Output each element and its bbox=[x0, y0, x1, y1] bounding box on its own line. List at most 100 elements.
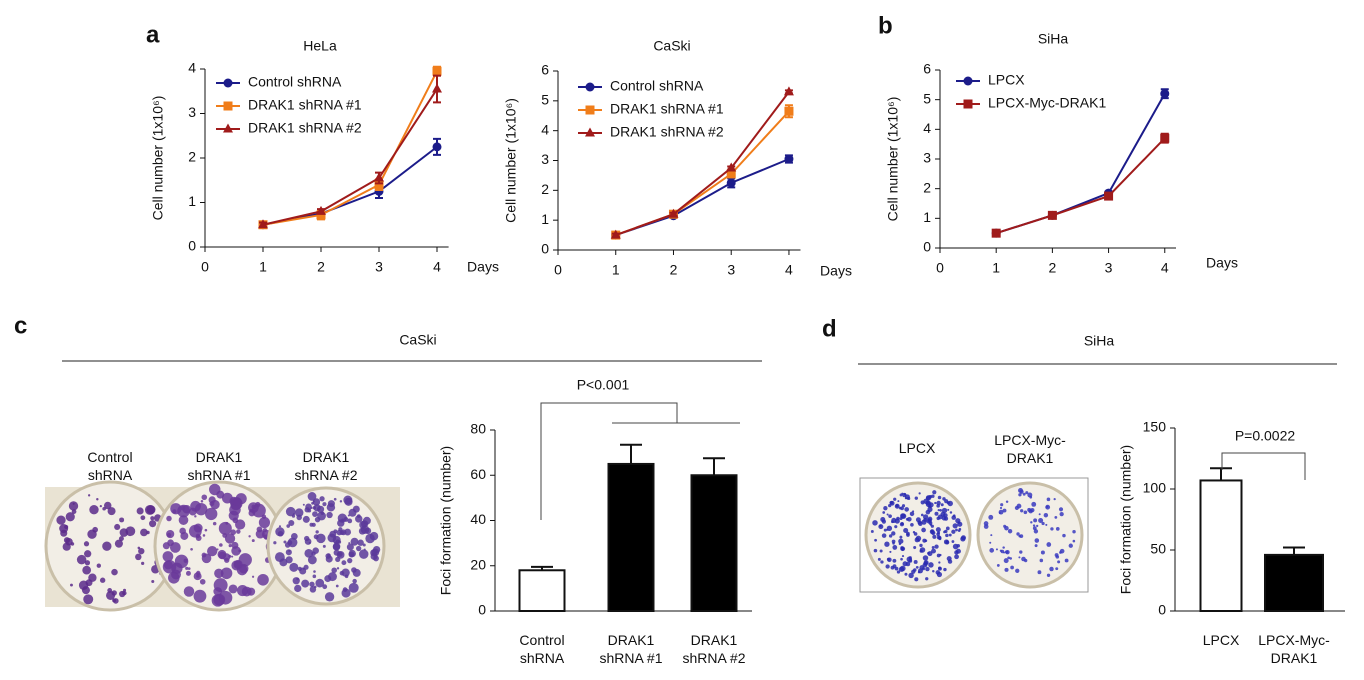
colony bbox=[369, 531, 379, 541]
colony bbox=[107, 507, 116, 516]
legend-label: DRAK1 shRNA #1 bbox=[610, 101, 724, 117]
colony bbox=[304, 538, 312, 545]
colony bbox=[202, 534, 206, 537]
colony bbox=[82, 565, 92, 575]
colony bbox=[140, 528, 148, 537]
colony bbox=[927, 551, 930, 555]
colony bbox=[185, 566, 189, 570]
colony bbox=[230, 529, 237, 536]
legend-label: Control shRNA bbox=[248, 74, 342, 90]
colony bbox=[904, 507, 909, 512]
colony bbox=[1002, 546, 1005, 549]
y-tick-label: 2 bbox=[541, 181, 549, 197]
colony bbox=[932, 490, 937, 495]
significance-bracket bbox=[540, 402, 740, 520]
y-tick-label: 3 bbox=[923, 150, 931, 166]
colony bbox=[1038, 517, 1044, 523]
colony bbox=[335, 584, 339, 588]
y-axis-label: Cell number (1x10⁶) bbox=[150, 96, 166, 221]
colony bbox=[102, 506, 106, 511]
legend-marker bbox=[963, 99, 973, 109]
colony bbox=[943, 567, 947, 572]
colony bbox=[1022, 492, 1026, 496]
photo-label: DRAK1 shRNA #1 bbox=[187, 449, 251, 483]
colony bbox=[341, 568, 350, 577]
colony bbox=[1039, 558, 1044, 563]
colony bbox=[943, 539, 949, 545]
colony bbox=[925, 566, 930, 572]
colony bbox=[939, 553, 942, 557]
colony bbox=[1030, 521, 1033, 524]
marker bbox=[784, 154, 794, 164]
colony bbox=[225, 521, 229, 525]
colony bbox=[166, 515, 172, 522]
colony bbox=[1043, 512, 1049, 518]
colony bbox=[894, 566, 899, 571]
colony bbox=[1045, 523, 1048, 526]
legend-marker bbox=[585, 127, 595, 137]
colony bbox=[222, 553, 231, 561]
colony bbox=[990, 534, 993, 537]
series-line bbox=[262, 88, 438, 226]
bar bbox=[1199, 479, 1243, 612]
colony bbox=[958, 527, 962, 531]
colony bbox=[220, 567, 233, 580]
colony bbox=[919, 543, 923, 548]
colony bbox=[881, 519, 886, 524]
y-tick-label: 3 bbox=[541, 151, 549, 167]
colony bbox=[934, 544, 939, 549]
colony bbox=[56, 515, 66, 525]
panel-label: b bbox=[878, 12, 893, 39]
colony bbox=[931, 548, 936, 554]
colony bbox=[1059, 511, 1064, 517]
colony bbox=[114, 523, 121, 531]
colony bbox=[309, 522, 314, 527]
colony bbox=[918, 492, 921, 495]
colony bbox=[995, 548, 998, 551]
colony bbox=[872, 520, 878, 526]
chart-title: HeLa bbox=[303, 38, 337, 54]
colony bbox=[904, 572, 908, 576]
colony bbox=[241, 586, 252, 597]
colony bbox=[936, 532, 940, 537]
colony bbox=[1018, 534, 1022, 538]
colony bbox=[1004, 567, 1009, 572]
legend-marker bbox=[223, 123, 233, 133]
colony bbox=[1049, 566, 1054, 572]
colony bbox=[151, 580, 155, 584]
colony bbox=[355, 515, 363, 523]
legend-marker bbox=[585, 82, 595, 92]
colony bbox=[336, 567, 340, 570]
colony bbox=[1033, 529, 1039, 534]
marker bbox=[316, 210, 326, 220]
colony bbox=[915, 566, 919, 569]
colony bbox=[149, 520, 157, 528]
x-tick-label: 2 bbox=[670, 262, 678, 278]
colony bbox=[200, 499, 204, 503]
colony bbox=[1003, 558, 1009, 564]
colony bbox=[898, 506, 902, 510]
bar bbox=[690, 474, 738, 612]
colony bbox=[312, 511, 318, 517]
y-tick-label: 20 bbox=[470, 556, 486, 572]
colony bbox=[902, 561, 908, 567]
series-line bbox=[615, 158, 790, 237]
colony bbox=[895, 504, 899, 508]
colony bbox=[1037, 570, 1042, 575]
colony bbox=[954, 550, 959, 555]
colony bbox=[177, 504, 190, 518]
colony bbox=[1041, 521, 1045, 526]
y-tick-label: 4 bbox=[541, 121, 549, 137]
colony bbox=[251, 539, 255, 543]
error-bar bbox=[703, 457, 725, 476]
marker bbox=[610, 229, 621, 239]
colony bbox=[348, 582, 359, 593]
colony bbox=[989, 548, 995, 553]
x-tick-label: 3 bbox=[1105, 260, 1113, 276]
colony bbox=[900, 565, 906, 572]
y-tick-label: 0 bbox=[541, 241, 549, 257]
colony bbox=[111, 590, 117, 596]
colony bbox=[346, 543, 354, 551]
colony bbox=[921, 527, 926, 533]
colony bbox=[883, 506, 888, 511]
